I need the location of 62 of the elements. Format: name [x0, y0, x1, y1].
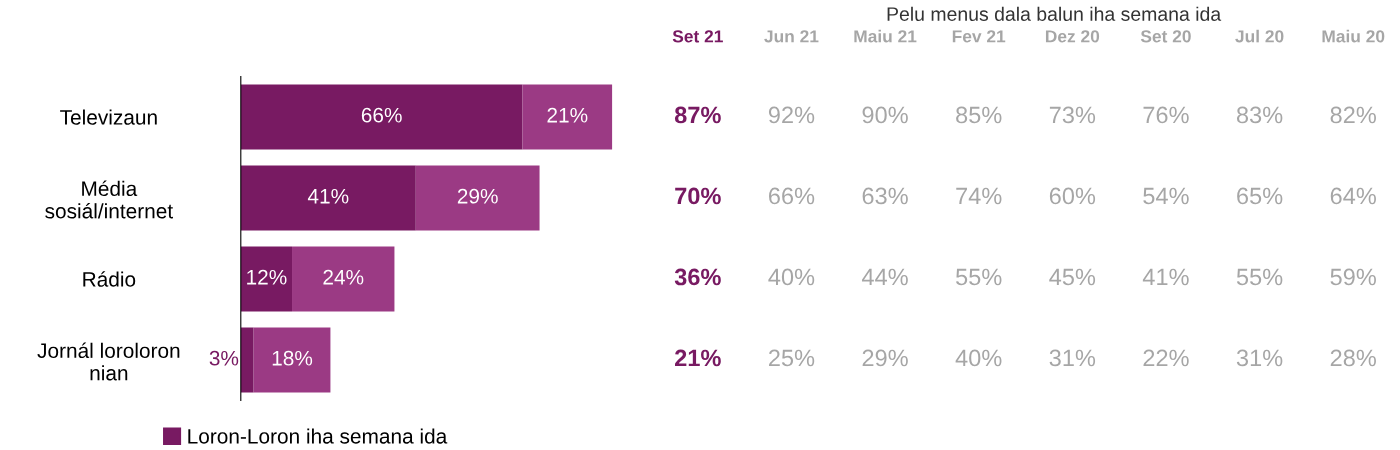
- legend-label: Loron-Loron iha semana ida: [188, 428, 448, 444]
- data-label: 82%: [1330, 106, 1376, 124]
- data-label: 59%: [1330, 268, 1376, 286]
- y-tick-label: Televizaun: [60, 109, 157, 125]
- data-label: 22%: [1143, 349, 1189, 367]
- data-label: 36%: [674, 268, 721, 286]
- bar: [240, 84, 523, 150]
- x-tick-label: Jun 21: [764, 30, 819, 43]
- x-tick-label: Jul 20: [1235, 29, 1284, 43]
- data-label: 87%: [674, 106, 721, 124]
- bar: [240, 327, 254, 393]
- data-label: 28%: [1330, 349, 1376, 367]
- bar: [240, 246, 293, 312]
- data-label: 60%: [1049, 187, 1096, 205]
- x-tick-label: Set 20: [1140, 30, 1191, 43]
- chart-title: Pelu menus dala balun iha semana ida: [887, 6, 1222, 21]
- bar: [415, 165, 540, 231]
- data-label: 66%: [769, 187, 815, 205]
- data-label: 31%: [1236, 349, 1283, 367]
- bar: [240, 165, 416, 231]
- y-tick-label: Jornál loroloron nian: [37, 342, 180, 381]
- x-tick-label: Maiu 20: [1322, 29, 1385, 43]
- x-tick-label: Maiu 21: [854, 29, 917, 43]
- data-label: 73%: [1049, 106, 1096, 124]
- data-label: 18%: [272, 350, 313, 366]
- data-label: 24%: [323, 269, 364, 285]
- data-label: 21%: [547, 107, 588, 123]
- data-label: 44%: [861, 268, 908, 286]
- data-label: 40%: [955, 349, 1002, 367]
- data-label: 70%: [675, 187, 721, 205]
- data-label: 83%: [1236, 106, 1283, 124]
- data-label: 40%: [768, 268, 815, 286]
- data-label: 25%: [769, 349, 815, 367]
- data-label: 21%: [675, 349, 721, 367]
- y-tick-label: Rádio: [83, 271, 136, 287]
- bar: [253, 327, 331, 393]
- data-label: 41%: [307, 188, 349, 204]
- data-label: 29%: [862, 349, 908, 367]
- y-tick-label: Média sosiál/internet: [45, 180, 173, 219]
- data-label: 92%: [768, 106, 815, 124]
- x-tick-label: Dez 20: [1045, 30, 1100, 43]
- data-label: 54%: [1143, 187, 1189, 205]
- data-label: 76%: [1143, 106, 1189, 124]
- x-tick-label: Set 21: [672, 30, 723, 43]
- data-label: 90%: [862, 106, 908, 124]
- data-label: 31%: [1049, 349, 1096, 367]
- data-label: 65%: [1237, 187, 1283, 205]
- bar: [292, 246, 395, 312]
- data-label: 63%: [862, 187, 908, 205]
- data-label: 74%: [956, 187, 1002, 205]
- data-label: 66%: [361, 107, 402, 123]
- bar: [522, 84, 613, 150]
- x-tick-label: Fev 21: [952, 30, 1006, 43]
- data-label: 64%: [1330, 187, 1376, 205]
- data-label: 55%: [956, 268, 1002, 286]
- data-label: 41%: [1142, 268, 1189, 286]
- data-label: 29%: [457, 188, 498, 204]
- data-label: 55%: [1236, 268, 1283, 286]
- data-label: 3%: [209, 350, 239, 366]
- data-label: 85%: [956, 106, 1002, 124]
- data-label: 12%: [247, 269, 287, 285]
- data-label: 45%: [1049, 268, 1096, 286]
